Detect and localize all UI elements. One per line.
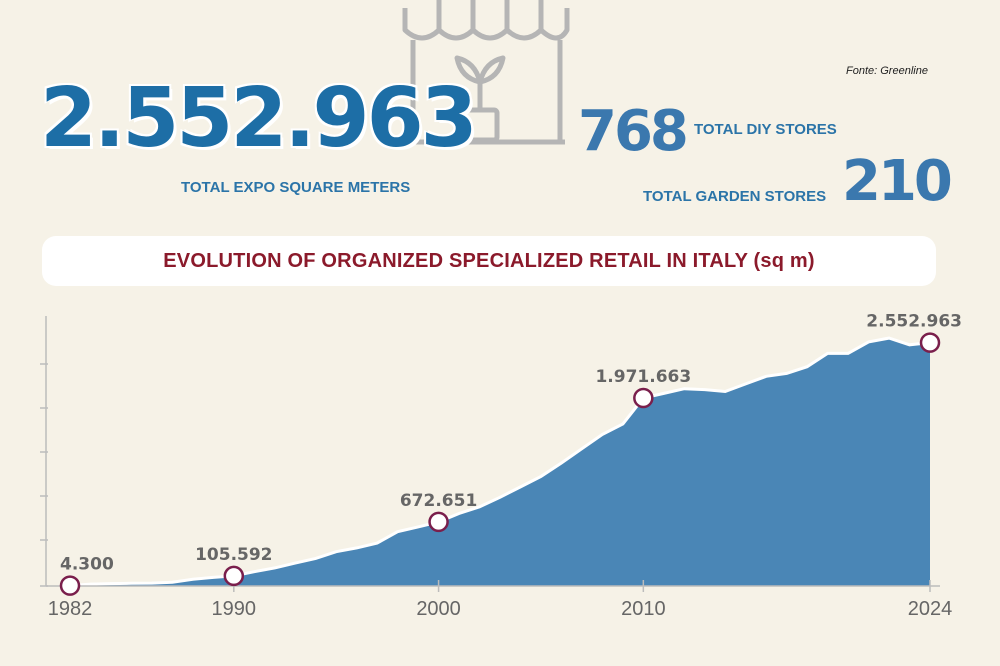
- series-line: [69, 336, 931, 588]
- data-label: 105.592: [195, 545, 272, 565]
- x-tick-label: 2000: [416, 598, 461, 620]
- total-sqm-value: 2.552.963: [40, 71, 478, 166]
- data-point-marker: [223, 565, 245, 587]
- diy-stores-label: TOTAL DIY STORES: [694, 121, 837, 138]
- data-label: 2.552.963: [866, 312, 962, 332]
- total-sqm-label: TOTAL EXPO SQUARE METERS: [181, 179, 411, 196]
- garden-stores-value: 210: [842, 149, 953, 214]
- diy-stores-value: 768: [578, 99, 689, 164]
- garden-stores-label: TOTAL GARDEN STORES: [643, 188, 827, 205]
- chart-title: EVOLUTION OF ORGANIZED SPECIALIZED RETAI…: [163, 249, 815, 272]
- shop-with-plant-icon: [402, 0, 570, 145]
- data-point-marker: [633, 387, 654, 409]
- x-tick-label: 1982: [48, 598, 93, 620]
- data-label: 4.300: [60, 555, 114, 575]
- series-area: [70, 338, 930, 586]
- data-label: 672.651: [400, 491, 477, 511]
- area-chart: 1982 1990 2000 2010 2024 4.300 105.592 672.651 1…: [40, 312, 962, 620]
- data-point-marker: [59, 575, 81, 596]
- source-note: Fonte: Greenline: [846, 65, 928, 77]
- data-point-marker: [428, 511, 449, 533]
- data-label: 1.971.663: [595, 367, 691, 387]
- x-tick-label: 2010: [621, 598, 666, 620]
- data-point-marker: [919, 332, 941, 353]
- x-tick-label: 1990: [212, 598, 257, 620]
- x-tick-label: 2024: [908, 598, 953, 620]
- chart-title-box: EVOLUTION OF ORGANIZED SPECIALIZED RETAI…: [42, 236, 936, 286]
